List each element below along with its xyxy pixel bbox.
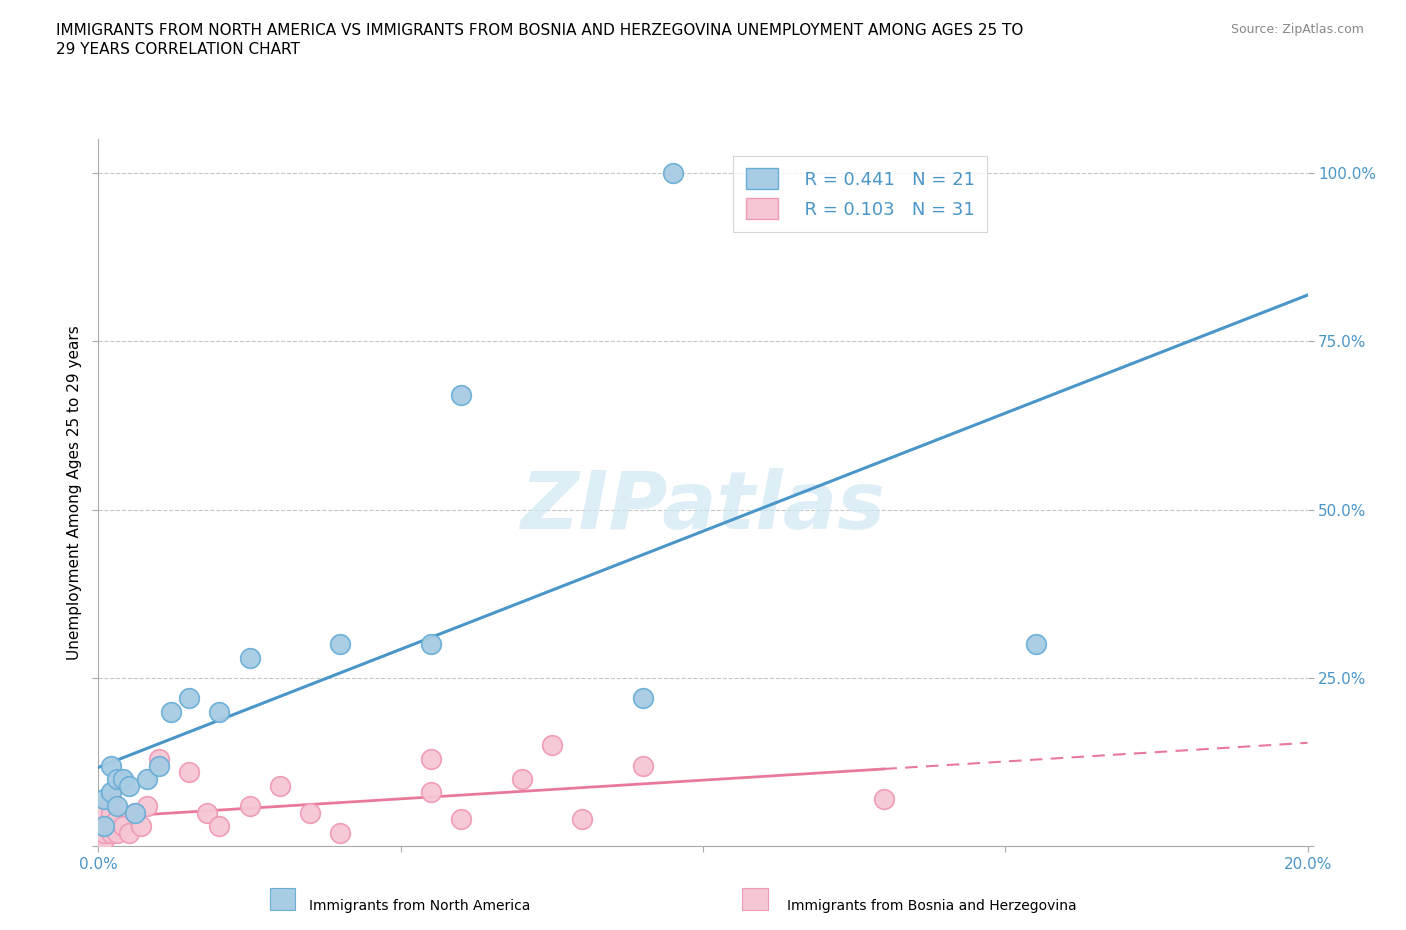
- Point: [269, 778, 291, 793]
- Point: [135, 772, 157, 787]
- Point: [129, 818, 152, 833]
- Text: IMMIGRANTS FROM NORTH AMERICA VS IMMIGRANTS FROM BOSNIA AND HERZEGOVINA UNEMPLOY: IMMIGRANTS FROM NORTH AMERICA VS IMMIGRA…: [56, 23, 1024, 38]
- Point: [100, 805, 122, 820]
- Point: [179, 764, 201, 779]
- Point: [100, 791, 122, 806]
- Point: [571, 812, 593, 827]
- Point: [420, 637, 443, 652]
- Point: [299, 805, 322, 820]
- Y-axis label: Unemployment Among Ages 25 to 29 years: Unemployment Among Ages 25 to 29 years: [66, 326, 82, 660]
- Text: Immigrants from Bosnia and Herzegovina: Immigrants from Bosnia and Herzegovina: [787, 898, 1077, 913]
- Point: [124, 805, 146, 820]
- Point: [93, 805, 115, 820]
- Point: [135, 799, 157, 814]
- Point: [1024, 637, 1046, 652]
- Point: [118, 778, 141, 793]
- Bar: [742, 887, 768, 910]
- Point: [93, 832, 115, 847]
- Point: [100, 785, 122, 800]
- Bar: [270, 887, 295, 910]
- Point: [208, 704, 231, 719]
- Point: [420, 785, 443, 800]
- Point: [105, 772, 128, 787]
- Point: [93, 818, 115, 833]
- Point: [105, 812, 128, 827]
- Text: 29 YEARS CORRELATION CHART: 29 YEARS CORRELATION CHART: [56, 42, 299, 57]
- Point: [148, 758, 170, 773]
- Point: [195, 805, 218, 820]
- Point: [100, 826, 122, 841]
- Point: [208, 818, 231, 833]
- Point: [111, 772, 134, 787]
- Text: Immigrants from North America: Immigrants from North America: [309, 898, 530, 913]
- Point: [510, 772, 533, 787]
- Point: [160, 704, 183, 719]
- Point: [540, 737, 562, 752]
- Text: ZIPatlas: ZIPatlas: [520, 468, 886, 546]
- Point: [148, 751, 170, 766]
- Point: [111, 818, 134, 833]
- Point: [450, 388, 472, 403]
- Point: [873, 791, 896, 806]
- Point: [329, 637, 352, 652]
- Point: [239, 799, 262, 814]
- Point: [662, 166, 685, 180]
- Point: [239, 650, 262, 665]
- Point: [329, 826, 352, 841]
- Point: [105, 826, 128, 841]
- Point: [118, 826, 141, 841]
- Point: [93, 818, 115, 833]
- Text: Source: ZipAtlas.com: Source: ZipAtlas.com: [1230, 23, 1364, 36]
- Point: [179, 691, 201, 706]
- Point: [420, 751, 443, 766]
- Point: [100, 818, 122, 833]
- Point: [124, 805, 146, 820]
- Point: [450, 812, 472, 827]
- Point: [93, 826, 115, 841]
- Point: [105, 799, 128, 814]
- Point: [100, 758, 122, 773]
- Point: [93, 791, 115, 806]
- Legend:   R = 0.441   N = 21,   R = 0.103   N = 31: R = 0.441 N = 21, R = 0.103 N = 31: [733, 155, 987, 232]
- Point: [631, 758, 654, 773]
- Point: [631, 691, 654, 706]
